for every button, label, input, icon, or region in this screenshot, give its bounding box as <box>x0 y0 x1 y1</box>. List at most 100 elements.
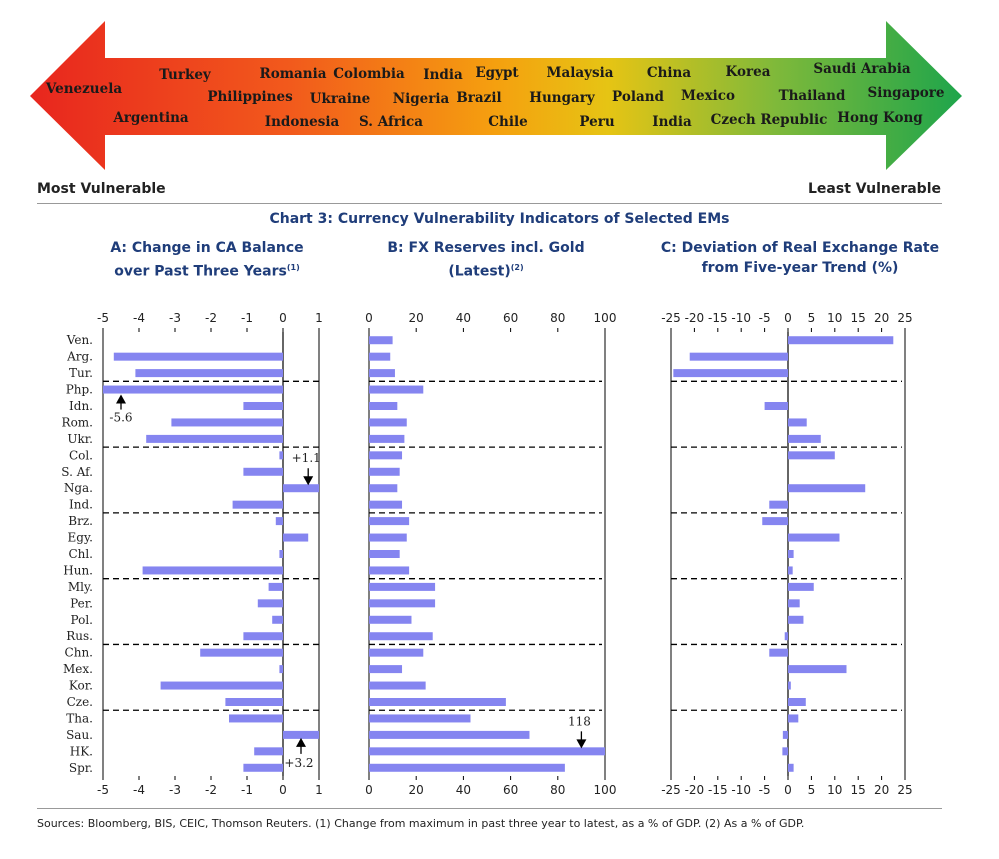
bar-c-rus <box>784 632 788 641</box>
bar-c-nga <box>788 484 866 493</box>
bar-a-hk <box>254 747 283 756</box>
category-label: Sau. <box>66 728 93 742</box>
bar-a-rom <box>171 418 283 427</box>
bottom-divider <box>37 808 942 809</box>
panel-a-title: A: Change in CA Balance over Past Three … <box>67 238 347 282</box>
bar-b-spr <box>369 763 565 772</box>
bar-c-arg <box>689 352 788 361</box>
panel-b-title-line2: (Latest) <box>448 263 511 280</box>
panel-b-top-tick-label: 80 <box>550 311 565 325</box>
chart-title: Chart 3: Currency Vulnerability Indicato… <box>269 211 730 227</box>
bar-b-nga <box>369 484 398 493</box>
bar-c-hun <box>788 566 793 575</box>
panel-c-bottom-tick-label: 25 <box>897 783 912 797</box>
category-label: Nga. <box>64 481 93 495</box>
bar-a-pol <box>272 615 283 624</box>
country-label-thailand: Thailand <box>778 88 846 104</box>
country-label-czech-republic: Czech Republic <box>710 112 828 128</box>
panel-b-bottom-tick-label: 20 <box>409 783 424 797</box>
bar-a-sau <box>283 730 319 739</box>
category-label: Tha. <box>66 711 93 725</box>
bar-a-egy <box>283 533 309 542</box>
bar-b-per <box>369 599 436 608</box>
bar-b-chn <box>369 648 424 657</box>
bar-b-chl <box>369 550 400 558</box>
bar-a-cze <box>225 698 283 706</box>
bar-c-chl <box>788 550 794 558</box>
bar-b-kor <box>369 681 426 690</box>
bar-b-mex <box>369 665 403 674</box>
bar-c-ukr <box>788 434 821 443</box>
category-label: Rom. <box>62 415 93 429</box>
panel-c-title-line1: C: Deviation of Real Exchange Rate <box>660 240 940 256</box>
bar-b-idn <box>369 402 398 410</box>
bar-b-brz <box>369 517 410 526</box>
country-label-brazil: Brazil <box>456 90 502 106</box>
panel-c-top-tick-label: 5 <box>808 311 816 325</box>
panel-a-top-tick-label: 1 <box>315 311 323 325</box>
panel-c-top-tick-label: -10 <box>731 311 751 325</box>
bar-c-egy <box>788 533 840 542</box>
category-label: Mex. <box>63 662 93 676</box>
annotation-label: -5.6 <box>109 411 132 425</box>
category-label: Rus. <box>66 629 93 643</box>
panel-c-bottom-tick-label: -15 <box>708 783 728 797</box>
country-label-indonesia: Indonesia <box>264 114 340 130</box>
gradient-arrow-shape <box>30 21 962 170</box>
panel-c-title: C: Deviation of Real Exchange Rate from … <box>650 238 950 278</box>
category-label: Tur. <box>69 366 93 380</box>
bar-a-per <box>257 599 283 608</box>
bar-a-mex <box>279 665 283 674</box>
bar-b-hun <box>369 566 410 575</box>
category-label: Spr. <box>69 761 93 775</box>
panel-a-bottom-tick-label: 1 <box>315 783 323 797</box>
bar-c-tha <box>788 714 799 723</box>
bar-c-ven <box>788 336 894 345</box>
bar-a-tur <box>135 369 283 378</box>
country-label-india: India <box>423 67 463 83</box>
panel-b-bottom-tick-label: 0 <box>365 783 373 797</box>
bar-a-idn <box>243 402 283 410</box>
country-label-hungary: Hungary <box>529 90 595 106</box>
bar-b-egy <box>369 533 407 542</box>
category-label: Egy. <box>68 531 93 545</box>
most-vulnerable-label: Most Vulnerable <box>37 181 166 197</box>
panel-a-top-tick-label: -3 <box>169 311 181 325</box>
bar-a-spr <box>243 763 283 772</box>
country-label-korea: Korea <box>725 64 771 80</box>
panel-b-footnote-mark: (2) <box>510 263 524 272</box>
panel-b-bottom-tick-label: 60 <box>503 783 518 797</box>
panel-b-top-tick-label: 40 <box>456 311 471 325</box>
bar-a-saf <box>243 467 283 476</box>
panel-a-title-line2: over Past Three Years <box>114 263 287 280</box>
bar-a-kor <box>160 681 283 690</box>
panel-a-title-line1: A: Change in CA Balance <box>110 240 304 256</box>
bar-b-rom <box>369 418 407 427</box>
annotation-label: +1.1 <box>292 451 321 465</box>
bar-c-hk <box>782 747 788 756</box>
bar-c-spr <box>788 763 794 772</box>
panel-a-bottom-tick-label: -5 <box>97 783 109 797</box>
bar-c-cze <box>788 698 806 706</box>
category-label: Cze. <box>67 695 93 709</box>
country-label-ukraine: Ukraine <box>309 91 371 107</box>
bar-c-mex <box>788 665 847 674</box>
category-label: Ukr. <box>67 432 93 446</box>
bar-b-ind <box>369 500 403 509</box>
bar-b-tur <box>369 369 395 378</box>
panel-c-top-tick-label: 20 <box>874 311 889 325</box>
country-label-mexico: Mexico <box>681 88 735 104</box>
country-label-india: India <box>652 114 692 130</box>
country-label-saudi-arabia: Saudi Arabia <box>813 61 911 77</box>
panel-b-bottom-tick-label: 80 <box>550 783 565 797</box>
panel-c-top-tick-label: -5 <box>759 311 771 325</box>
panel-c-top-tick-label: 10 <box>827 311 842 325</box>
panel-a-bottom-tick-label: -1 <box>241 783 253 797</box>
panel-c-title-line2: from Five-year Trend (%) <box>701 260 899 276</box>
category-label: Php. <box>66 383 93 397</box>
panel-a-top-tick-label: -5 <box>97 311 109 325</box>
country-label-argentina: Argentina <box>113 110 189 126</box>
panel-b-top-tick-label: 60 <box>503 311 518 325</box>
bar-b-col <box>369 451 403 460</box>
